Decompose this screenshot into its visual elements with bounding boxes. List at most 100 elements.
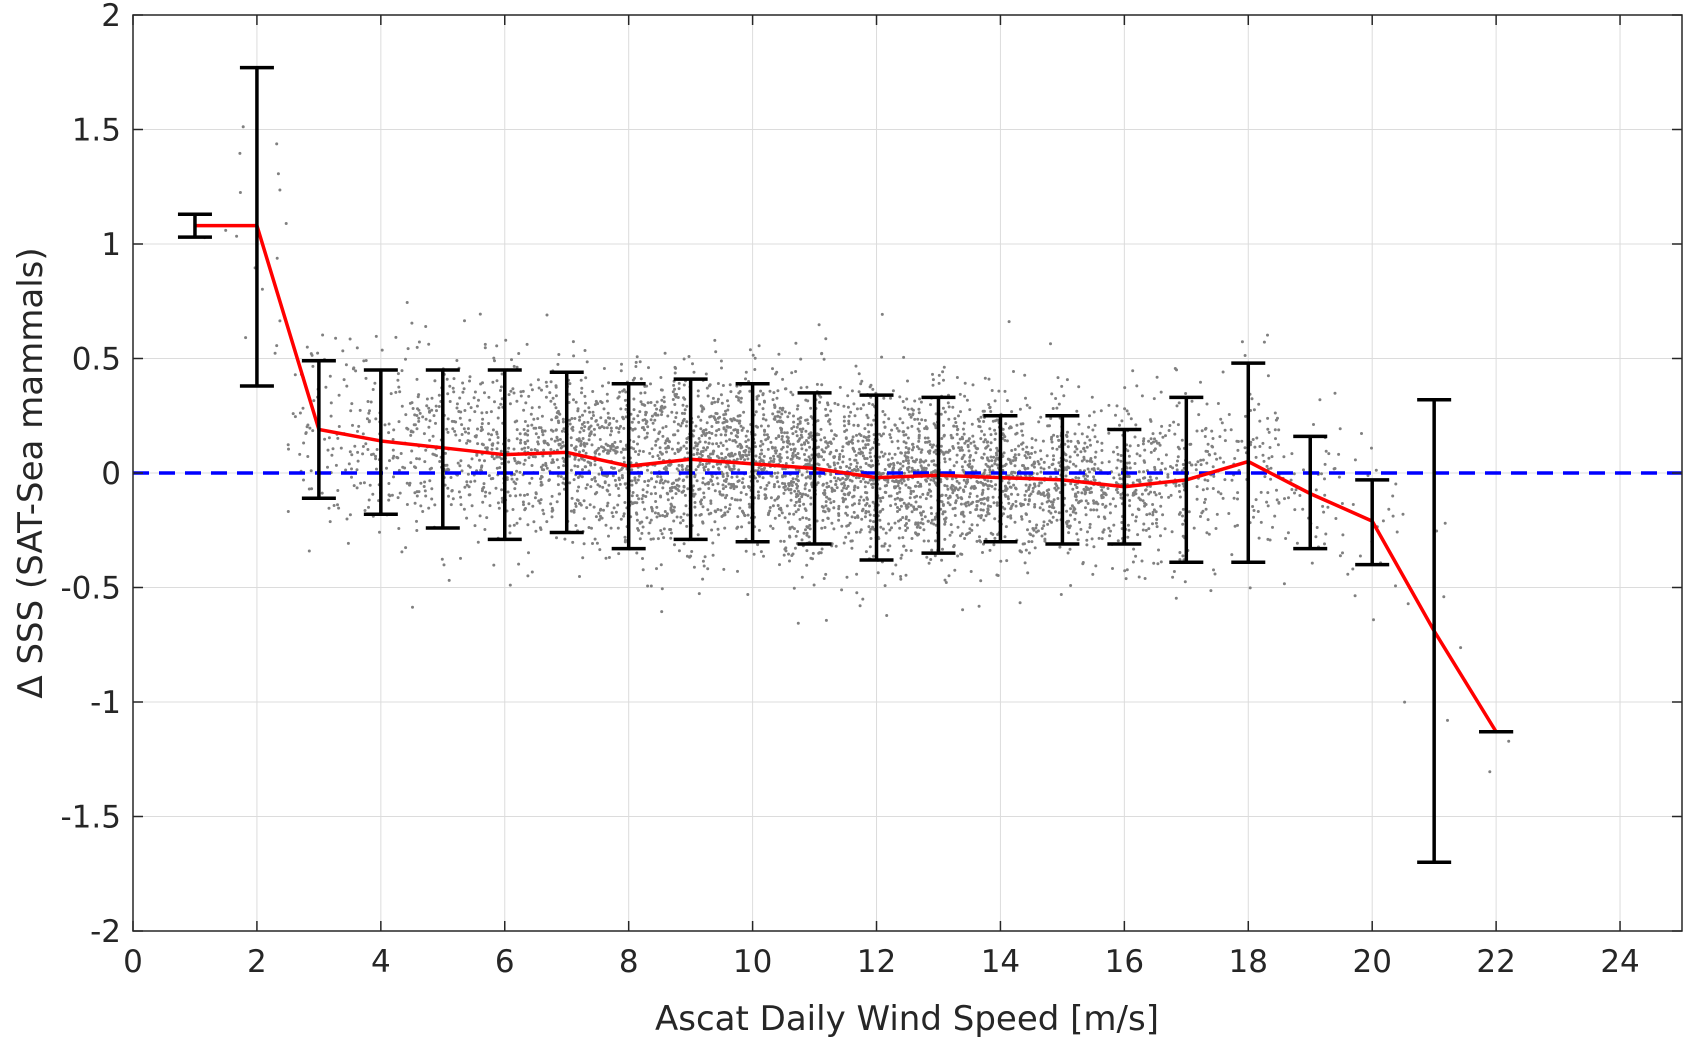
scatter-point xyxy=(739,400,743,404)
scatter-point xyxy=(759,424,763,428)
scatter-point xyxy=(820,351,824,355)
scatter-point xyxy=(955,425,959,428)
scatter-point xyxy=(796,530,800,533)
scatter-point xyxy=(397,385,401,389)
scatter-point xyxy=(1273,411,1277,415)
scatter-point xyxy=(824,337,828,341)
scatter-point xyxy=(649,418,653,422)
scatter-point xyxy=(356,429,359,433)
scatter-point xyxy=(534,432,538,436)
scatter-point xyxy=(536,442,540,446)
scatter-point xyxy=(324,385,328,389)
scatter-point xyxy=(979,579,983,583)
scatter-point xyxy=(747,450,751,454)
x-tick-label: 2 xyxy=(247,944,267,980)
scatter-point xyxy=(557,442,561,446)
scatter-point xyxy=(654,439,658,443)
scatter-point xyxy=(727,465,731,469)
scatter-point xyxy=(461,390,465,394)
scatter-point xyxy=(1124,577,1128,581)
scatter-point xyxy=(927,463,931,467)
scatter-point xyxy=(993,399,997,403)
scatter-point xyxy=(663,351,667,355)
scatter-point xyxy=(837,457,841,461)
scatter-point xyxy=(865,457,869,460)
scatter-point xyxy=(696,394,700,398)
scatter-point xyxy=(1178,558,1182,562)
scatter-point xyxy=(765,433,769,437)
scatter-point xyxy=(444,451,447,455)
y-tick-label: 0 xyxy=(101,456,121,492)
scatter-point xyxy=(959,502,963,506)
scatter-point xyxy=(463,485,467,489)
scatter-point xyxy=(659,529,663,532)
scatter-point xyxy=(597,511,601,515)
scatter-point xyxy=(956,525,960,529)
scatter-point xyxy=(988,484,992,488)
scatter-point xyxy=(422,432,426,436)
scatter-point xyxy=(952,464,956,468)
scatter-point xyxy=(1140,559,1144,563)
scatter-point xyxy=(1155,375,1159,379)
scatter-point xyxy=(747,446,751,450)
scatter-point xyxy=(864,462,868,465)
scatter-point xyxy=(1159,390,1163,394)
scatter-point xyxy=(514,482,518,486)
scatter-point xyxy=(962,478,966,482)
scatter-point xyxy=(674,416,678,419)
scatter-point xyxy=(619,424,622,428)
scatter-point xyxy=(837,512,841,516)
scatter-point xyxy=(805,533,809,537)
scatter-point xyxy=(773,483,776,486)
scatter-point xyxy=(672,505,676,509)
scatter-point xyxy=(415,345,419,349)
scatter-point xyxy=(876,571,880,575)
scatter-point xyxy=(641,426,645,429)
scatter-point xyxy=(1038,506,1042,510)
scatter-point xyxy=(809,431,813,435)
scatter-point xyxy=(619,450,623,454)
scatter-point xyxy=(623,398,627,402)
scatter-point xyxy=(622,426,626,430)
scatter-point xyxy=(562,427,566,431)
scatter-point xyxy=(542,512,546,516)
scatter-point xyxy=(773,498,777,502)
scatter-point xyxy=(705,386,709,390)
scatter-point xyxy=(508,494,512,498)
scatter-point xyxy=(988,548,992,552)
scatter-point xyxy=(1178,490,1181,493)
scatter-point xyxy=(434,421,437,425)
scatter-point xyxy=(726,399,729,403)
scatter-point xyxy=(635,355,639,359)
scatter-point xyxy=(619,468,623,472)
scatter-point xyxy=(1032,465,1036,469)
scatter-point xyxy=(718,490,722,494)
scatter-point xyxy=(763,433,766,437)
scatter-point xyxy=(692,565,696,569)
scatter-point xyxy=(911,448,914,452)
scatter-point xyxy=(1023,466,1027,470)
scatter-point xyxy=(990,464,994,468)
scatter-point xyxy=(378,530,381,534)
scatter-point xyxy=(930,459,934,463)
scatter-point xyxy=(473,390,477,394)
scatter-point xyxy=(786,436,790,440)
scatter-point xyxy=(1013,464,1017,468)
scatter-point xyxy=(331,447,335,451)
scatter-point xyxy=(810,464,814,468)
scatter-point xyxy=(756,543,760,547)
scatter-point xyxy=(630,483,634,487)
scatter-point xyxy=(823,526,827,529)
scatter-point xyxy=(942,378,945,382)
scatter-point xyxy=(1180,438,1184,442)
scatter-point xyxy=(968,462,972,466)
scatter-point xyxy=(709,452,712,456)
scatter-point xyxy=(608,444,612,448)
scatter-point xyxy=(674,492,678,496)
scatter-point xyxy=(529,448,533,452)
scatter-point xyxy=(1003,507,1007,511)
scatter-point xyxy=(446,417,450,421)
scatter-point xyxy=(686,513,689,517)
scatter-point xyxy=(1054,397,1058,400)
scatter-point xyxy=(693,492,697,496)
